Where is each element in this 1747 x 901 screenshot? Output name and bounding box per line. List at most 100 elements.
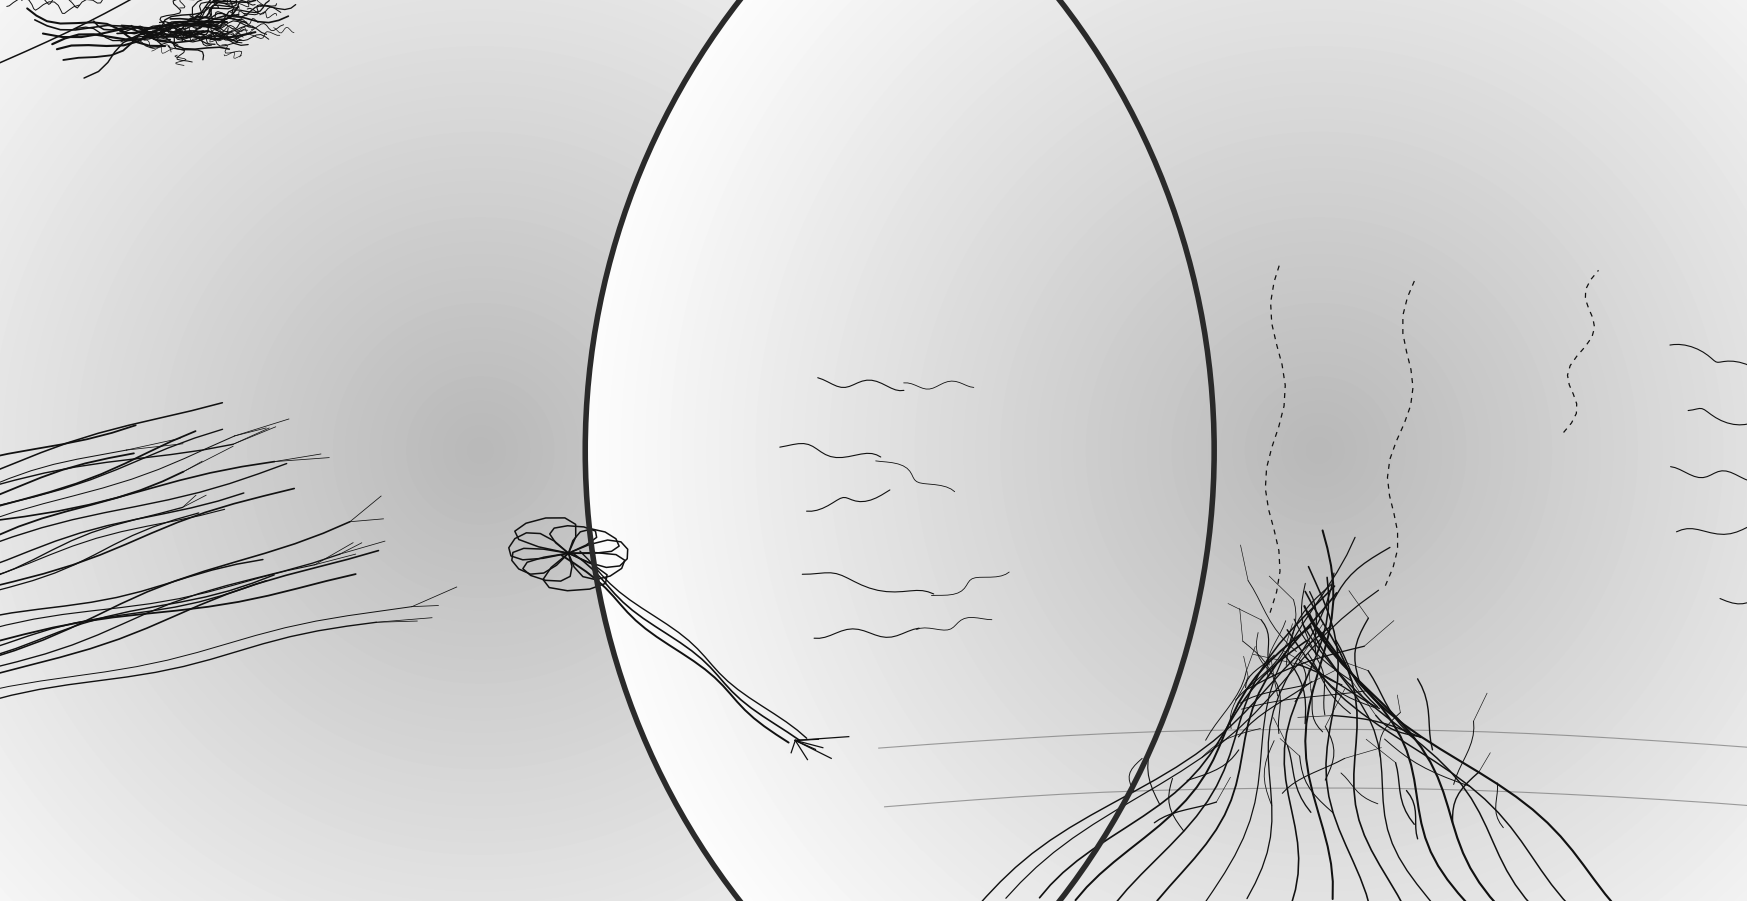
Ellipse shape: [0, 0, 1214, 901]
Ellipse shape: [903, 35, 1735, 866]
Ellipse shape: [1295, 426, 1343, 475]
Ellipse shape: [1087, 218, 1551, 683]
Ellipse shape: [879, 10, 1747, 891]
Ellipse shape: [1111, 242, 1527, 659]
Ellipse shape: [915, 47, 1723, 854]
Ellipse shape: [101, 71, 860, 830]
Ellipse shape: [370, 341, 590, 560]
Ellipse shape: [1258, 389, 1380, 512]
Ellipse shape: [891, 23, 1747, 878]
Ellipse shape: [940, 71, 1698, 830]
Ellipse shape: [756, 0, 1747, 901]
Ellipse shape: [1099, 231, 1539, 670]
Ellipse shape: [928, 59, 1710, 842]
Ellipse shape: [1062, 194, 1576, 707]
Ellipse shape: [395, 365, 566, 536]
Ellipse shape: [1013, 145, 1625, 756]
Ellipse shape: [0, 0, 1177, 901]
Ellipse shape: [708, 0, 1747, 901]
Ellipse shape: [419, 389, 542, 512]
Ellipse shape: [0, 0, 1006, 901]
Ellipse shape: [622, 0, 1747, 901]
Ellipse shape: [0, 0, 1190, 901]
Ellipse shape: [1001, 132, 1637, 769]
Ellipse shape: [989, 121, 1649, 780]
Ellipse shape: [830, 0, 1747, 901]
Ellipse shape: [867, 0, 1747, 901]
Ellipse shape: [224, 194, 737, 707]
Ellipse shape: [744, 0, 1747, 901]
Ellipse shape: [0, 0, 1165, 901]
Ellipse shape: [52, 23, 908, 878]
Ellipse shape: [1148, 279, 1490, 622]
Ellipse shape: [0, 0, 1129, 901]
Ellipse shape: [1050, 181, 1588, 720]
Ellipse shape: [1197, 328, 1441, 573]
Ellipse shape: [634, 0, 1747, 901]
Ellipse shape: [468, 438, 493, 463]
Ellipse shape: [114, 84, 847, 817]
Ellipse shape: [610, 0, 1747, 901]
Ellipse shape: [273, 242, 688, 659]
Ellipse shape: [964, 96, 1674, 805]
Ellipse shape: [1123, 255, 1515, 646]
Ellipse shape: [0, 0, 1104, 901]
Ellipse shape: [1074, 206, 1564, 695]
Ellipse shape: [0, 0, 1080, 901]
Ellipse shape: [0, 0, 982, 901]
Ellipse shape: [3, 0, 957, 901]
Ellipse shape: [793, 0, 1747, 901]
Ellipse shape: [1038, 169, 1600, 732]
Ellipse shape: [407, 378, 554, 523]
Ellipse shape: [1184, 316, 1454, 585]
Ellipse shape: [383, 352, 578, 549]
Ellipse shape: [1160, 292, 1478, 609]
Ellipse shape: [781, 0, 1747, 901]
Ellipse shape: [585, 0, 1747, 901]
Ellipse shape: [683, 0, 1747, 901]
Ellipse shape: [285, 255, 676, 646]
Ellipse shape: [818, 0, 1747, 901]
Ellipse shape: [1307, 438, 1331, 463]
Ellipse shape: [187, 157, 774, 744]
Ellipse shape: [126, 96, 835, 805]
Ellipse shape: [842, 0, 1747, 901]
Ellipse shape: [260, 231, 701, 670]
Ellipse shape: [444, 414, 517, 487]
Ellipse shape: [1172, 304, 1466, 597]
Ellipse shape: [0, 0, 1043, 901]
Ellipse shape: [646, 0, 1747, 901]
Ellipse shape: [0, 0, 1055, 901]
Ellipse shape: [77, 47, 884, 854]
Ellipse shape: [1282, 414, 1356, 487]
Ellipse shape: [28, 0, 933, 901]
Ellipse shape: [16, 0, 945, 901]
Ellipse shape: [1025, 157, 1612, 744]
Ellipse shape: [211, 181, 749, 720]
Ellipse shape: [952, 84, 1686, 817]
Ellipse shape: [150, 121, 811, 780]
Ellipse shape: [805, 0, 1747, 901]
Ellipse shape: [0, 0, 1092, 901]
Ellipse shape: [0, 0, 1116, 901]
Ellipse shape: [1136, 267, 1502, 634]
Ellipse shape: [236, 206, 725, 695]
Ellipse shape: [0, 0, 1141, 901]
Ellipse shape: [199, 169, 762, 732]
Ellipse shape: [1246, 378, 1392, 523]
Ellipse shape: [1233, 365, 1405, 536]
Ellipse shape: [977, 108, 1661, 793]
Ellipse shape: [597, 0, 1747, 901]
Ellipse shape: [0, 0, 970, 901]
Ellipse shape: [162, 132, 798, 769]
Ellipse shape: [1221, 352, 1417, 549]
Ellipse shape: [358, 328, 603, 573]
Ellipse shape: [65, 35, 896, 866]
Ellipse shape: [1209, 341, 1429, 560]
Ellipse shape: [769, 0, 1747, 901]
Ellipse shape: [456, 426, 505, 475]
Ellipse shape: [40, 10, 921, 891]
Ellipse shape: [0, 0, 1067, 901]
Ellipse shape: [0, 0, 994, 901]
Ellipse shape: [720, 0, 1747, 901]
